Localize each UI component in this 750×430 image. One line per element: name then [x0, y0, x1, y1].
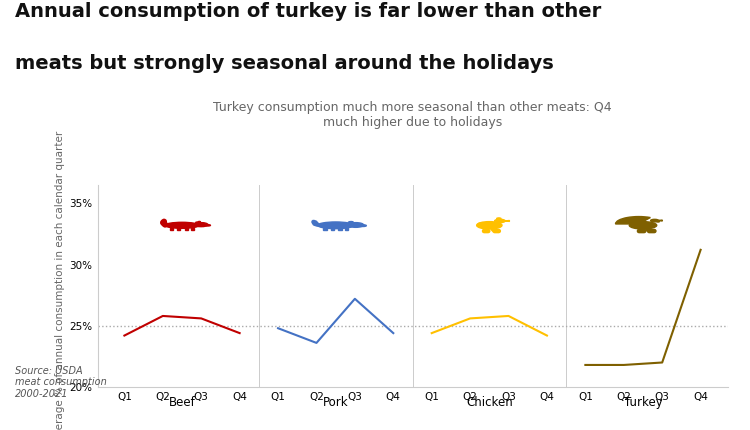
FancyBboxPatch shape — [344, 228, 348, 230]
Ellipse shape — [194, 223, 208, 227]
Text: meats but strongly seasonal around the holidays: meats but strongly seasonal around the h… — [15, 54, 554, 73]
FancyBboxPatch shape — [331, 228, 334, 230]
Ellipse shape — [198, 221, 200, 222]
Ellipse shape — [318, 222, 354, 229]
Ellipse shape — [477, 221, 502, 229]
Text: Beef: Beef — [169, 396, 196, 409]
Polygon shape — [658, 220, 662, 221]
Ellipse shape — [360, 225, 366, 227]
Ellipse shape — [650, 219, 658, 222]
Ellipse shape — [494, 219, 506, 223]
Text: Turkey: Turkey — [623, 396, 662, 409]
FancyBboxPatch shape — [323, 228, 327, 230]
Wedge shape — [616, 217, 650, 224]
Ellipse shape — [196, 222, 200, 223]
Text: Chicken: Chicken — [466, 396, 513, 409]
Ellipse shape — [349, 221, 353, 223]
Ellipse shape — [206, 224, 211, 226]
Ellipse shape — [629, 221, 657, 229]
Ellipse shape — [348, 223, 364, 227]
Text: Source: USDA
meat consumption
2000-2021: Source: USDA meat consumption 2000-2021 — [15, 366, 106, 399]
Text: Turkey consumption much more seasonal than other meats: Q4
much higher due to ho: Turkey consumption much more seasonal th… — [213, 101, 612, 129]
FancyBboxPatch shape — [177, 227, 180, 230]
Y-axis label: Average % of annual consumption in each calendar quarter: Average % of annual consumption in each … — [56, 130, 65, 430]
FancyBboxPatch shape — [170, 227, 173, 230]
FancyBboxPatch shape — [191, 227, 194, 230]
FancyBboxPatch shape — [184, 227, 188, 230]
Ellipse shape — [496, 218, 501, 219]
Text: Annual consumption of turkey is far lower than other: Annual consumption of turkey is far lowe… — [15, 2, 602, 21]
Ellipse shape — [478, 223, 488, 227]
Ellipse shape — [165, 222, 199, 228]
Text: Pork: Pork — [322, 396, 349, 409]
Ellipse shape — [657, 221, 659, 222]
FancyBboxPatch shape — [338, 228, 341, 230]
